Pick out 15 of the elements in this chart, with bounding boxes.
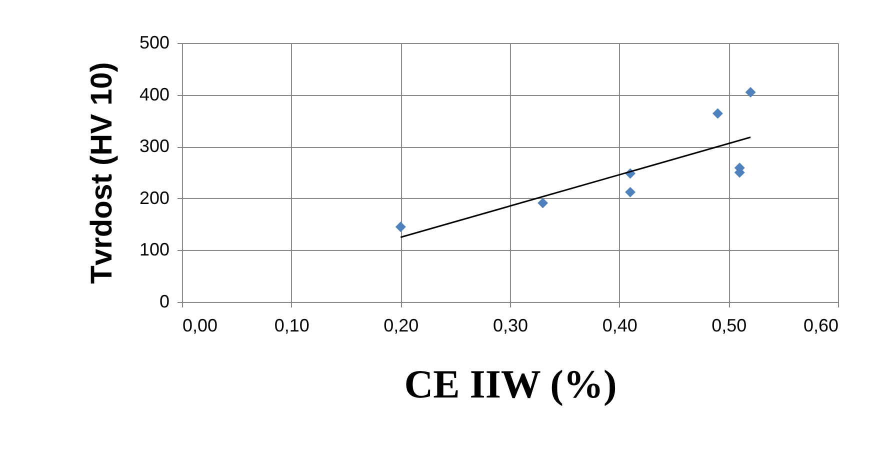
- x-tick-label: 0,50: [712, 316, 747, 336]
- x-axis-title: CE IIW (%): [404, 362, 617, 406]
- y-tick-label: 100: [139, 240, 170, 260]
- y-tick-label: 300: [139, 136, 170, 156]
- x-tick-label: 0,00: [182, 316, 218, 336]
- x-tick-label: 0,20: [384, 316, 419, 336]
- y-tick-label: 400: [139, 84, 170, 104]
- y-tick-label: 200: [139, 188, 170, 208]
- x-tick-label: 0,10: [274, 316, 310, 336]
- y-tick-label: 500: [139, 32, 170, 52]
- y-axis-title: Tvrdost (HV 10): [85, 62, 118, 284]
- x-tick-label: 0,40: [602, 316, 638, 336]
- x-tick-label: 0,30: [492, 316, 528, 336]
- y-tick-label: 0: [159, 292, 170, 312]
- x-tick-label: 0,60: [803, 316, 838, 336]
